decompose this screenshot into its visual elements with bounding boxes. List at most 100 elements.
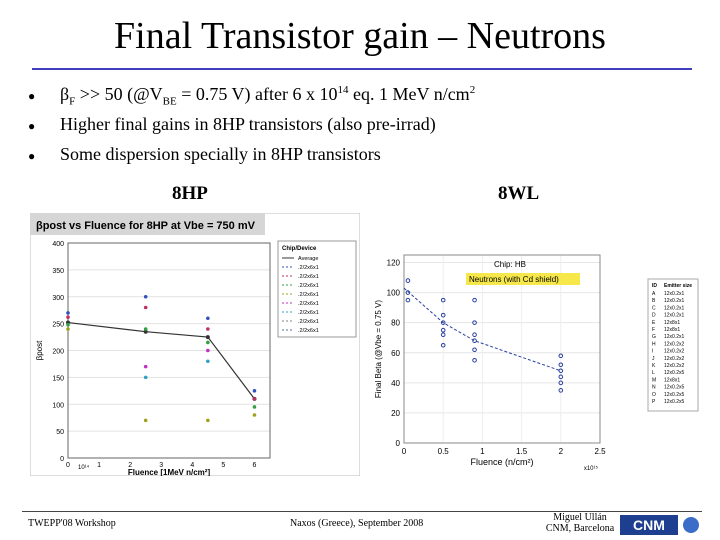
x-tick-label: 2 bbox=[128, 462, 132, 469]
data-point bbox=[143, 364, 148, 369]
y-tick-label: 200 bbox=[52, 349, 64, 356]
legend-entry: 12x0.2x2 bbox=[664, 363, 685, 369]
data-point bbox=[206, 316, 210, 321]
data-point bbox=[66, 315, 70, 319]
legend-box bbox=[647, 278, 699, 412]
legend-id: G bbox=[652, 334, 656, 340]
legend-entry: 12x0.2x1 bbox=[664, 298, 685, 304]
subscript: F bbox=[69, 95, 76, 108]
annotation-highlight bbox=[466, 273, 580, 285]
text-fragment: eq. 1 MeV n/cm bbox=[348, 84, 470, 104]
legend-id: A bbox=[652, 291, 656, 297]
data-point bbox=[143, 327, 148, 331]
legend-id: I bbox=[652, 349, 653, 355]
y-tick-label: 40 bbox=[391, 379, 400, 388]
data-point bbox=[440, 332, 446, 338]
data-point bbox=[66, 311, 70, 315]
title-divider bbox=[32, 68, 692, 70]
trend-line bbox=[403, 287, 561, 372]
legend-entry: 12x0.2x2 bbox=[664, 356, 685, 362]
panel-label-8hp: 8HP bbox=[172, 183, 208, 204]
bullet-dot-icon: ● bbox=[28, 149, 36, 163]
legend-entry: 12x0.2x2 bbox=[664, 349, 685, 355]
legend-entry: .2/2x6x1 bbox=[298, 283, 319, 289]
legend-id: K bbox=[652, 363, 656, 369]
legend-id: O bbox=[652, 392, 656, 398]
x-tick-label: 0.5 bbox=[438, 447, 450, 456]
legend-entry: 12x0.2x1 bbox=[664, 291, 685, 297]
data-point bbox=[143, 375, 148, 380]
superscript: 2 bbox=[469, 84, 476, 96]
text-fragment: = 0.75 V) after 6 x 10 bbox=[176, 84, 338, 104]
plot-area bbox=[403, 254, 601, 444]
data-point bbox=[405, 278, 411, 283]
y-tick-label: 50 bbox=[56, 429, 64, 436]
x-tick-label: 1 bbox=[97, 462, 101, 469]
legend-id: E bbox=[652, 320, 656, 326]
legend-entry: Average bbox=[298, 256, 318, 262]
y-tick-label: 150 bbox=[52, 375, 64, 382]
legend-entry: .2/2x6x1 bbox=[298, 328, 319, 334]
y-tick-label: 0 bbox=[396, 439, 401, 448]
legend-title: Chip/Device bbox=[282, 246, 317, 252]
data-point bbox=[143, 418, 148, 423]
legend-id: N bbox=[652, 385, 656, 391]
logo-block bbox=[620, 515, 678, 535]
bullet-item: ● Higher final gains in 8HP transistors … bbox=[28, 114, 688, 144]
chart-title: Chip: HB bbox=[494, 260, 526, 269]
bullet-text: Some dispersion specially in 8HP transis… bbox=[60, 144, 381, 164]
legend-entry: .2/2x6x1 bbox=[298, 265, 319, 271]
data-point bbox=[558, 374, 564, 380]
legend-entry: .2/2x6x1 bbox=[298, 319, 319, 325]
y-tick-label: 60 bbox=[391, 349, 400, 358]
y-axis-label: βpost bbox=[35, 340, 44, 361]
beta-symbol: β bbox=[60, 84, 70, 104]
chart-8hp: βpost vs Fluence for 8HP at Vbe = 750 mV… bbox=[30, 213, 360, 476]
y-tick-label: 100 bbox=[387, 289, 401, 298]
data-point bbox=[558, 380, 564, 386]
y-tick-label: 350 bbox=[52, 268, 64, 275]
x-scale-label: 10¹⁴ bbox=[78, 464, 90, 471]
data-point bbox=[206, 327, 210, 331]
legend-entry: 12x0.2x1 bbox=[664, 305, 685, 311]
data-point bbox=[558, 368, 564, 374]
slide-title: Final Transistor gain – Neutrons bbox=[114, 15, 606, 57]
data-point bbox=[206, 348, 210, 353]
legend-id: D bbox=[652, 313, 656, 319]
legend-entry: 12x8x1 bbox=[664, 327, 680, 333]
chart-8wl: 0 20 40 60 80 100 120 0 0.5 1 1.5 2 2.5 Fluence (n/cm… bbox=[372, 243, 702, 473]
x-tick-label: 3 bbox=[159, 462, 163, 469]
legend-entry: 12x0.2x5 bbox=[664, 385, 685, 391]
x-axis-label: Fluence [1MeV n/cm²] bbox=[128, 468, 211, 476]
text-fragment: >> 50 (@V bbox=[75, 84, 163, 104]
y-tick-label: 0 bbox=[60, 456, 64, 463]
footer-left: TWEPP'08 Workshop bbox=[28, 518, 116, 529]
footer-affiliation: CNM, Barcelona bbox=[545, 523, 615, 534]
x-scale-label: x10¹⁵ bbox=[584, 465, 599, 472]
legend-id: C bbox=[652, 305, 656, 311]
bullet-dot-icon: ● bbox=[28, 119, 36, 133]
logo-text: CNM bbox=[633, 517, 665, 533]
legend-entry: .2/2x6x1 bbox=[298, 274, 319, 280]
subscript: BE bbox=[162, 95, 177, 108]
legend-entry: 12x8x1 bbox=[664, 320, 680, 326]
data-point bbox=[440, 297, 446, 303]
data-point bbox=[206, 340, 210, 345]
x-tick-label: 0 bbox=[402, 447, 407, 456]
cnm-logo: CNM bbox=[620, 515, 699, 535]
superscript: 14 bbox=[337, 84, 349, 96]
bullet-item: ● βF >> 50 (@VBE = 0.75 V) after 6 x 101… bbox=[28, 84, 688, 114]
x-axis-label: Fluence (n/cm²) bbox=[470, 457, 533, 467]
x-tick-label: 5 bbox=[221, 462, 225, 469]
data-point bbox=[472, 332, 477, 338]
x-tick-label: 2 bbox=[559, 447, 564, 456]
data-point bbox=[558, 388, 564, 393]
data-point bbox=[66, 327, 70, 331]
data-point bbox=[472, 338, 477, 344]
data-point bbox=[252, 413, 257, 417]
data-point bbox=[472, 357, 477, 363]
data-point bbox=[440, 320, 446, 325]
y-tick-label: 400 bbox=[52, 241, 64, 248]
data-point bbox=[252, 397, 257, 401]
legend-entry: 12x0.2x5 bbox=[664, 392, 685, 398]
